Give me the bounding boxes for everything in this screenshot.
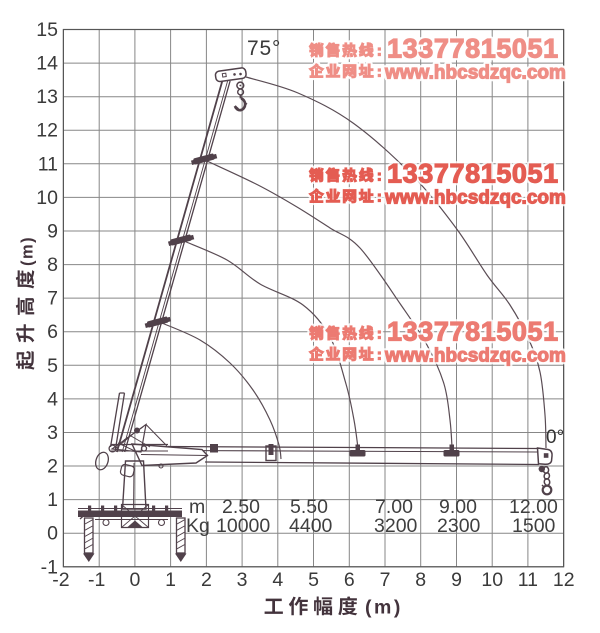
svg-text:11: 11 xyxy=(38,153,58,175)
svg-text:www.hbcsdzqc.com: www.hbcsdzqc.com xyxy=(384,346,566,367)
svg-text:www.hbcsdzqc.com: www.hbcsdzqc.com xyxy=(384,188,566,209)
svg-text:5: 5 xyxy=(47,355,58,377)
svg-text::: : xyxy=(377,190,382,206)
svg-text:12.00: 12.00 xyxy=(509,496,558,518)
svg-text:3: 3 xyxy=(237,569,248,591)
svg-text:4: 4 xyxy=(47,388,58,410)
svg-text:5.50: 5.50 xyxy=(290,496,328,518)
svg-text:15: 15 xyxy=(36,19,58,41)
svg-text::: : xyxy=(377,65,382,81)
svg-text:3200: 3200 xyxy=(374,515,418,537)
svg-text:13377815051: 13377815051 xyxy=(387,317,559,347)
svg-text:m: m xyxy=(189,496,205,518)
svg-text:10: 10 xyxy=(481,569,503,591)
svg-text:9: 9 xyxy=(47,221,58,243)
svg-text:13377815051: 13377815051 xyxy=(387,317,559,347)
svg-text:6: 6 xyxy=(344,569,355,591)
svg-text:-1: -1 xyxy=(88,569,105,591)
svg-text:2: 2 xyxy=(47,456,58,478)
svg-text:13377815051: 13377815051 xyxy=(387,159,559,189)
svg-text::: : xyxy=(377,169,382,185)
svg-text:www.hbcsdzqc.com: www.hbcsdzqc.com xyxy=(384,346,566,367)
svg-text:1: 1 xyxy=(47,489,58,511)
svg-text:13377815051: 13377815051 xyxy=(387,159,559,189)
svg-text:10000: 10000 xyxy=(216,515,270,537)
svg-text::: : xyxy=(377,169,382,185)
svg-text::: : xyxy=(377,327,382,343)
svg-text:11: 11 xyxy=(518,569,538,591)
svg-text:8: 8 xyxy=(415,569,426,591)
svg-text::: : xyxy=(377,348,382,364)
svg-text:13: 13 xyxy=(36,86,58,108)
svg-text:2: 2 xyxy=(201,569,212,591)
svg-text::: : xyxy=(377,327,382,343)
svg-text:0: 0 xyxy=(129,569,140,591)
svg-text:www.hbcsdzqc.com: www.hbcsdzqc.com xyxy=(384,63,566,84)
svg-text:9.00: 9.00 xyxy=(439,496,477,518)
svg-text:6: 6 xyxy=(47,321,58,343)
svg-text:13377815051: 13377815051 xyxy=(387,34,559,64)
svg-text::: : xyxy=(377,44,382,60)
svg-text:4: 4 xyxy=(272,569,283,591)
svg-text:Kg: Kg xyxy=(186,515,210,537)
svg-text:8: 8 xyxy=(47,254,58,276)
svg-text:12: 12 xyxy=(553,569,575,591)
svg-text:(m): (m) xyxy=(19,236,37,266)
svg-text:7.00: 7.00 xyxy=(375,496,413,518)
svg-text::: : xyxy=(377,348,382,364)
svg-text:4400: 4400 xyxy=(289,515,333,537)
svg-text::: : xyxy=(377,65,382,81)
svg-text:13377815051: 13377815051 xyxy=(387,34,559,64)
svg-text:9: 9 xyxy=(451,569,462,591)
svg-text:-1: -1 xyxy=(41,556,58,578)
svg-text:www.hbcsdzqc.com: www.hbcsdzqc.com xyxy=(384,63,566,84)
svg-text:(m): (m) xyxy=(365,597,403,619)
svg-text:-2: -2 xyxy=(52,569,69,591)
svg-text:3: 3 xyxy=(47,422,58,444)
svg-text:0: 0 xyxy=(47,523,58,545)
svg-text:2300: 2300 xyxy=(437,515,481,537)
svg-text:12: 12 xyxy=(36,120,58,142)
svg-text::: : xyxy=(377,44,382,60)
svg-text:14: 14 xyxy=(36,53,58,75)
svg-text:0°: 0° xyxy=(546,427,564,448)
svg-text:7: 7 xyxy=(47,288,58,310)
svg-text:1500: 1500 xyxy=(512,515,556,537)
svg-text:5: 5 xyxy=(308,569,319,591)
svg-text:10: 10 xyxy=(36,187,58,209)
svg-text:75°: 75° xyxy=(247,37,281,60)
svg-text::: : xyxy=(377,190,382,206)
svg-text:7: 7 xyxy=(380,569,391,591)
svg-text:www.hbcsdzqc.com: www.hbcsdzqc.com xyxy=(384,188,566,209)
svg-text:1: 1 xyxy=(165,569,176,591)
svg-text:2.50: 2.50 xyxy=(222,496,260,518)
